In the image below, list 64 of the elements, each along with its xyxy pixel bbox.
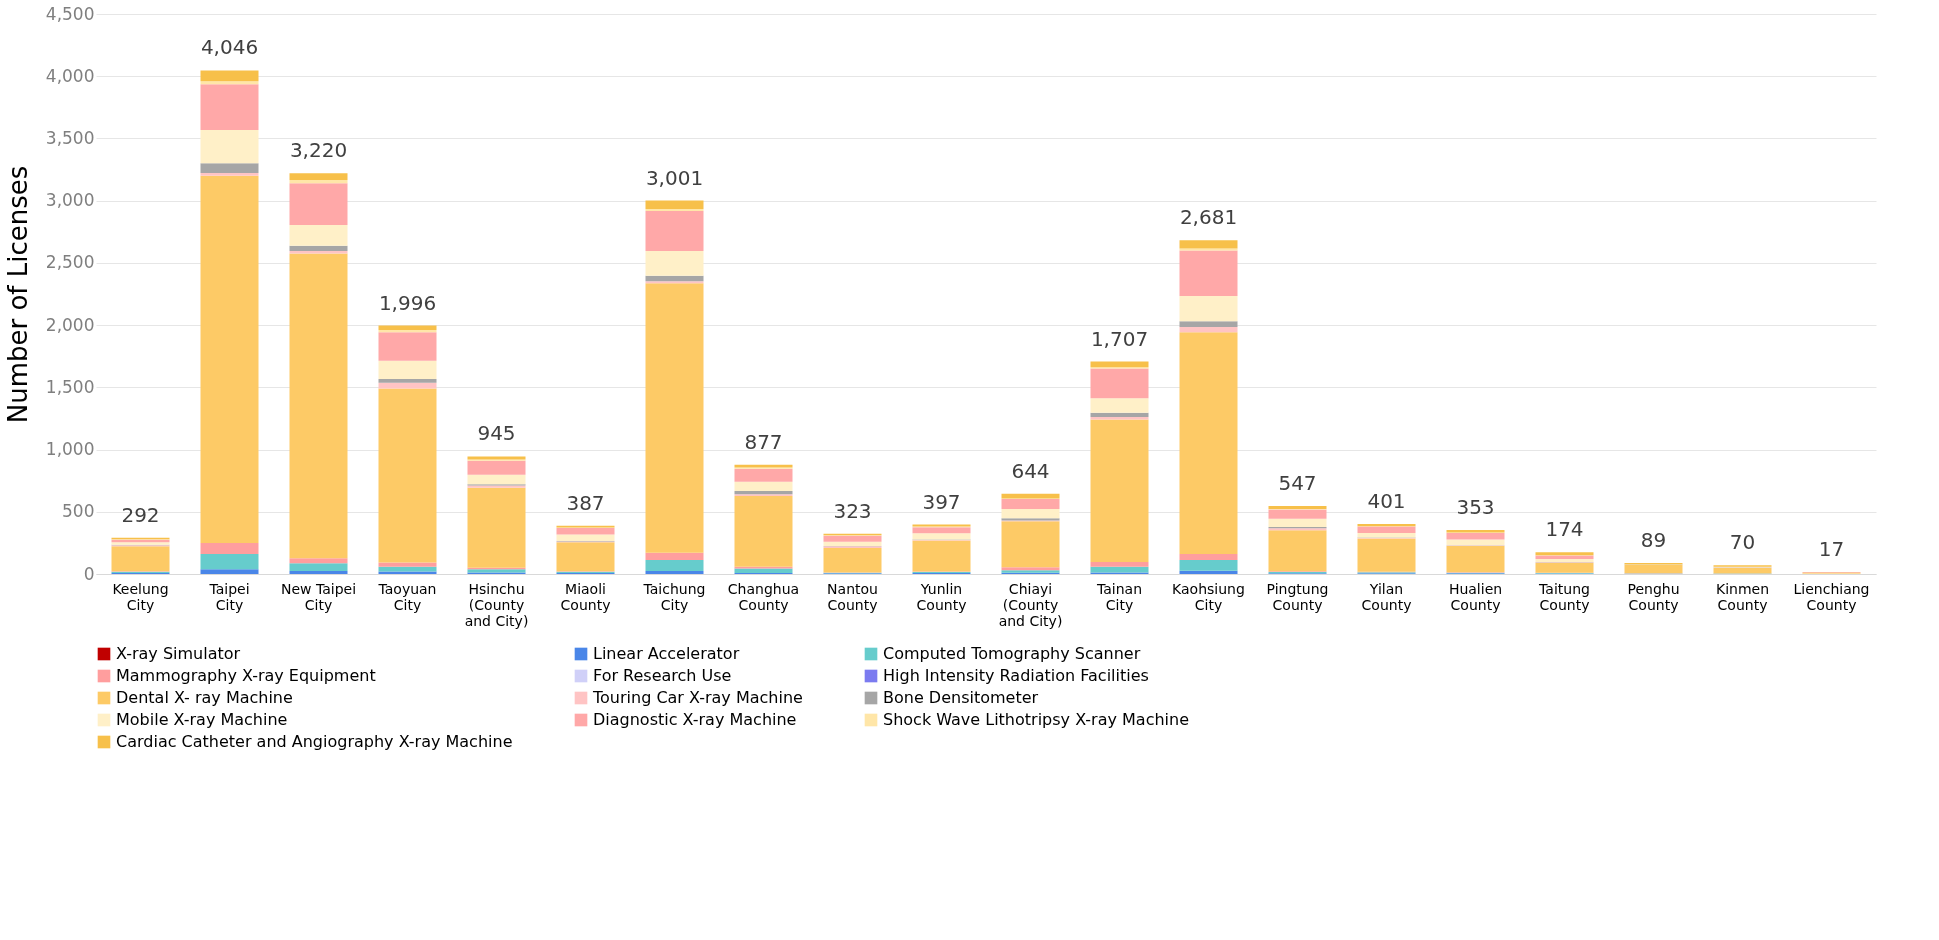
legend-label: Cardiac Catheter and Angiography X-ray Machine bbox=[116, 732, 513, 751]
legend-label: Mobile X-ray Machine bbox=[116, 710, 288, 729]
x-tick-label: Taitung County bbox=[1538, 580, 1590, 613]
total-label: 387 bbox=[566, 490, 605, 515]
total-label: 292 bbox=[121, 502, 160, 527]
y-tick-label: 4,000 bbox=[45, 65, 95, 86]
x-tick-label: Kaohsiung City bbox=[1172, 580, 1245, 613]
x-tick-label: Miaoli County bbox=[560, 580, 611, 613]
legend-label: Shock Wave Lithotripsy X-ray Machine bbox=[883, 710, 1189, 729]
x-tick-label: Keelung City bbox=[112, 580, 169, 613]
x-tick-label: Hualien County bbox=[1448, 580, 1503, 613]
y-tick-label: 1,500 bbox=[45, 376, 95, 397]
x-tick-label: Lienchiang County bbox=[1793, 580, 1870, 613]
total-label: 70 bbox=[1729, 530, 1756, 555]
legend-label: For Research Use bbox=[593, 666, 732, 685]
legend-label: Mammography X-ray Equipment bbox=[116, 666, 376, 685]
legend-label: Bone Densitometer bbox=[883, 688, 1039, 707]
total-label: 17 bbox=[1818, 536, 1845, 561]
total-label: 877 bbox=[744, 429, 783, 454]
legend-label: X-ray Simulator bbox=[116, 644, 241, 663]
y-tick-label: 4,500 bbox=[45, 3, 95, 24]
x-tick-label: Tainan City bbox=[1095, 580, 1143, 613]
x-tick-label: Taipei City bbox=[208, 580, 250, 613]
x-tick-label: Changhua County bbox=[727, 580, 800, 613]
legend-label: Touring Car X-ray Machine bbox=[592, 688, 803, 707]
x-tick-label: Pingtung County bbox=[1266, 580, 1329, 613]
legend-label: Computed Tomography Scanner bbox=[883, 644, 1141, 663]
total-label: 401 bbox=[1367, 489, 1406, 514]
total-label: 353 bbox=[1456, 495, 1495, 520]
total-label: 547 bbox=[1278, 470, 1317, 495]
y-tick-label: 1,000 bbox=[45, 439, 95, 460]
x-tick-label: Penghu County bbox=[1627, 580, 1680, 613]
y-tick-label: 500 bbox=[62, 501, 95, 522]
x-tick-label: Taoyuan City bbox=[377, 580, 437, 613]
x-tick-label: Hsinchu (County and City) bbox=[464, 580, 529, 629]
y-tick-label: 3,000 bbox=[45, 190, 95, 211]
total-label: 2,681 bbox=[1179, 205, 1238, 230]
x-tick-label: Yilan County bbox=[1361, 580, 1412, 613]
total-label: 1,707 bbox=[1090, 326, 1149, 351]
y-tick-label: 2,500 bbox=[45, 252, 95, 273]
total-label: 323 bbox=[833, 498, 872, 523]
x-tick-label: Yunlin County bbox=[916, 580, 967, 613]
total-label: 174 bbox=[1545, 517, 1584, 542]
total-label: 644 bbox=[1011, 458, 1050, 483]
legend-label: Diagnostic X-ray Machine bbox=[593, 710, 797, 729]
legend-label: High Intensity Radiation Facilities bbox=[883, 666, 1149, 685]
y-tick-label: 0 bbox=[83, 563, 95, 584]
x-tick-label: Chiayi (County and City) bbox=[998, 580, 1063, 629]
y-axis-title: Number of Licenses bbox=[2, 165, 33, 424]
legend-label: Linear Accelerator bbox=[593, 644, 740, 663]
total-label: 1,996 bbox=[378, 290, 437, 315]
total-label: 3,001 bbox=[645, 165, 704, 190]
total-label: 945 bbox=[477, 421, 516, 446]
total-label: 3,220 bbox=[289, 138, 348, 163]
total-label: 397 bbox=[922, 489, 961, 514]
x-tick-label: Taichung City bbox=[642, 580, 706, 613]
x-tick-label: New Taipei City bbox=[280, 580, 357, 613]
x-tick-label: Kinmen County bbox=[1715, 580, 1770, 613]
legend-label: Dental X- ray Machine bbox=[116, 688, 293, 707]
total-label: 4,046 bbox=[200, 35, 259, 60]
y-tick-label: 3,500 bbox=[45, 127, 95, 148]
x-tick-label: Nantou County bbox=[827, 580, 878, 613]
y-tick-label: 2,000 bbox=[45, 314, 95, 335]
total-label: 89 bbox=[1640, 527, 1667, 552]
